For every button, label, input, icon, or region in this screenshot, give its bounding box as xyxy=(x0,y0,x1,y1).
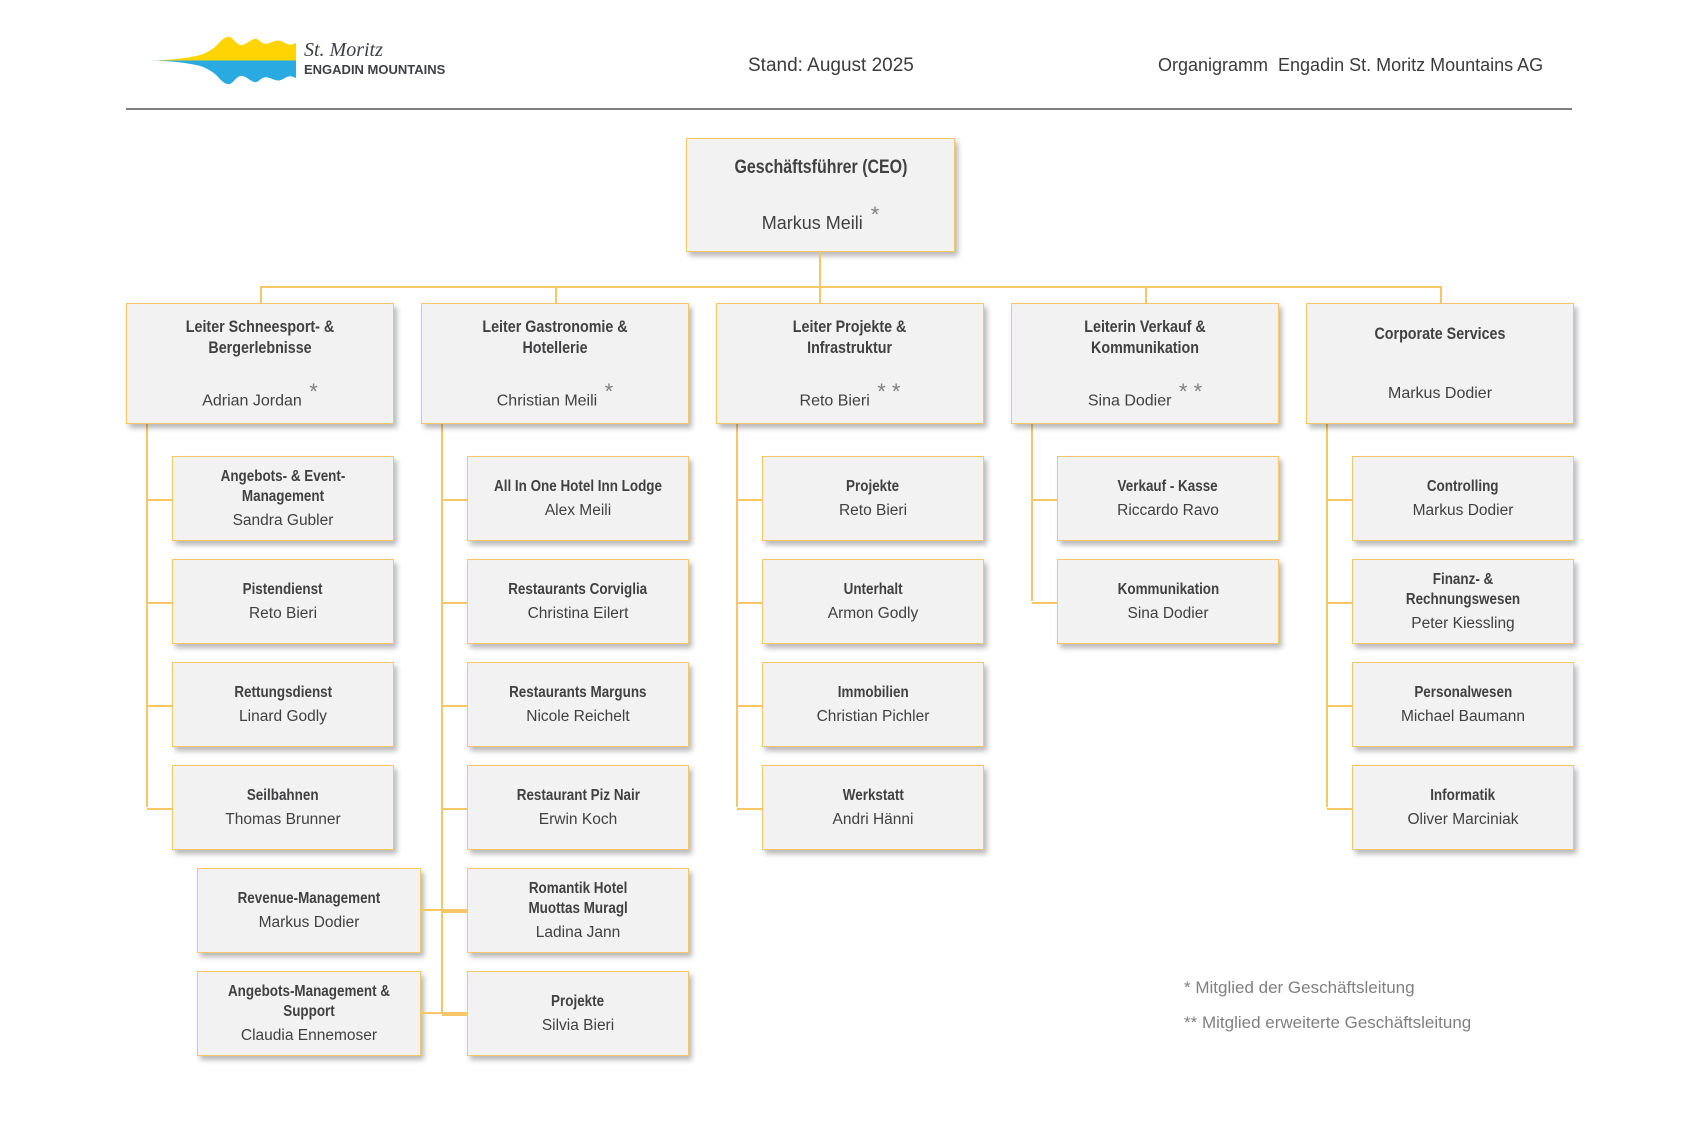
svg-text:ENGADIN MOUNTAINS: ENGADIN MOUNTAINS xyxy=(304,62,446,77)
svg-text:St. Moritz: St. Moritz xyxy=(304,39,383,61)
